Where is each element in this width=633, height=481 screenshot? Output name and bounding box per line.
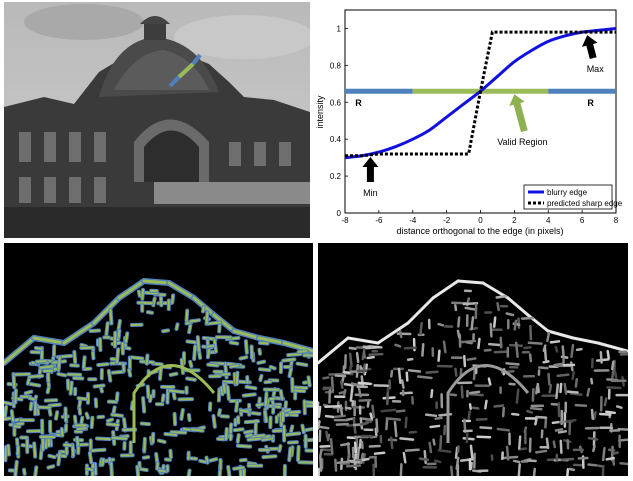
legend-label-blurry: blurry edge xyxy=(547,188,588,197)
x-tick-label: 2 xyxy=(512,216,517,225)
annotation-arrow xyxy=(362,156,379,182)
legend: blurry edge predicted sharp edge xyxy=(523,184,623,210)
x-tick-label: 4 xyxy=(546,216,551,225)
plot-frame xyxy=(344,9,617,214)
y-tick-label: 0.8 xyxy=(330,61,342,70)
y-tick-label: 0.6 xyxy=(330,98,342,107)
annotation-arrow xyxy=(509,94,528,133)
y-tick-label: 0.2 xyxy=(330,172,342,181)
region-band-label: R xyxy=(587,98,594,108)
y-tick-label: 1 xyxy=(337,24,342,33)
y-tick-label: 0 xyxy=(337,209,342,218)
x-tick-label: -6 xyxy=(375,216,383,225)
x-tick-label: 6 xyxy=(580,216,585,225)
y-tick-label: 0.4 xyxy=(330,135,342,144)
x-axis-label: distance orthogonal to the edge (in pixe… xyxy=(396,226,563,236)
x-tick-label: -8 xyxy=(341,216,349,225)
edge-map-green xyxy=(1,243,322,481)
region-band-label: R xyxy=(355,98,362,108)
x-tick-label: -2 xyxy=(443,216,451,225)
x-tick-label: -4 xyxy=(409,216,417,225)
edge-map-gray xyxy=(316,243,633,481)
x-tick-label: 8 xyxy=(614,216,619,225)
y-axis-label: intensity xyxy=(315,95,325,129)
series-line-1 xyxy=(345,30,616,158)
legend-label-sharp: predicted sharp edge xyxy=(547,199,623,208)
annotation-arrow xyxy=(581,35,598,60)
x-tick-label: 0 xyxy=(478,216,483,225)
building-photo xyxy=(4,2,314,238)
annotation-label: Valid Region xyxy=(497,137,547,147)
chart-canvas: -8 -6 -4 -2 0 2 4 6 8 0 0.2 0.4 0.6 0.8 1 R R Min Max Val… xyxy=(315,9,623,236)
annotation-label: Min xyxy=(363,188,378,198)
annotation-label: Max xyxy=(587,64,605,74)
edge-profile-chart: -8 -6 -4 -2 0 2 4 6 8 0 0.2 0.4 0.6 0.8 1 R R Min Max Val… xyxy=(312,2,631,238)
